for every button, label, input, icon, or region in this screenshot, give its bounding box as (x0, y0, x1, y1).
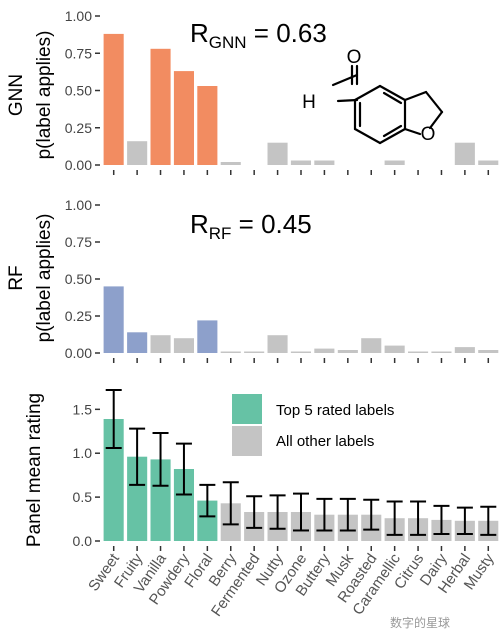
y-tick-label: 1.0 (73, 445, 93, 461)
bar-ozone (290, 160, 311, 165)
legend-label-other: All other labels (276, 433, 374, 450)
bar-dairy (431, 351, 452, 353)
y-tick-label: 0.25 (65, 120, 92, 136)
bar-herbal (454, 142, 475, 165)
bar-floral (197, 320, 218, 353)
svg-text:RRF = 0.45: RRF = 0.45 (190, 209, 312, 243)
bar-vanilla (150, 48, 171, 165)
bar-berry (220, 162, 241, 165)
x-tick-labels: SweetFruityVanillaPowderyFloralBerryFerm… (85, 550, 498, 620)
bar-powdery (173, 469, 194, 541)
y-tick-label: 0.75 (65, 45, 92, 61)
molecule-atom-h: H (302, 92, 316, 113)
y-tick-label: 0.25 (65, 308, 92, 324)
bar-vanilla (150, 459, 171, 541)
bar-fermented (244, 351, 265, 353)
bar-citrus (408, 351, 429, 353)
bar-caramellic (384, 160, 405, 165)
bar-nutty (267, 335, 288, 353)
bar-musty (478, 160, 499, 165)
bar-powdery (173, 71, 194, 165)
bar-sweet (103, 286, 124, 353)
bar-herbal (454, 347, 475, 353)
gnn-y-axis-label: p(label applies) (34, 31, 55, 160)
rf-r-annotation: RRF = 0.45 (190, 209, 312, 243)
legend-swatch-top5 (232, 394, 262, 424)
gnn-side-label: GNN (6, 74, 27, 116)
bar-fruity (127, 456, 148, 541)
y-tick-label: 1.00 (65, 197, 92, 213)
y-tick-label: 1.5 (73, 401, 93, 417)
bar-roasted (361, 338, 382, 353)
panel-rating-panel: Panel mean rating Top 5 rated labels All… (24, 389, 499, 551)
legend-label-top5: Top 5 rated labels (276, 402, 394, 419)
y-tick-label: 0.50 (65, 271, 92, 287)
rf-side-label: RF (6, 265, 27, 290)
bar-musk (337, 350, 358, 353)
bar-powdery (173, 338, 194, 353)
molecule-atom-o1: O (347, 47, 362, 68)
bar-fruity (127, 332, 148, 353)
y-tick-label: 0.75 (65, 234, 92, 250)
bar-musty (478, 350, 499, 353)
bar-floral (197, 86, 218, 165)
bar-floral (197, 500, 218, 541)
svg-text:RGNN = 0.63: RGNN = 0.63 (190, 18, 327, 52)
rf-panel: RF p(label applies) RRF = 0.45 0.00 0.25 0… (6, 197, 499, 363)
molecule-structure: O H O (302, 47, 444, 145)
bar-ozone (290, 351, 311, 353)
bar-fruity (127, 141, 148, 165)
gnn-r-annotation: RGNN = 0.63 (190, 18, 327, 52)
bar-buttery (314, 160, 335, 165)
bar-vanilla (150, 335, 171, 353)
y-tick-label: 1.00 (65, 8, 92, 24)
legend-swatch-other (232, 426, 262, 456)
y-tick-label: 0.50 (65, 83, 92, 99)
y-tick-label: 0.00 (65, 345, 92, 361)
molecule-atom-o2: O (421, 124, 436, 145)
y-tick-label: 0.0 (73, 533, 93, 549)
bar-buttery (314, 348, 335, 353)
panel-y-axis-label: Panel mean rating (24, 393, 45, 547)
watermark: 数字的星球 (390, 615, 450, 630)
y-tick-label: 0.5 (73, 489, 93, 505)
bar-nutty (267, 142, 288, 165)
bar-berry (220, 351, 241, 353)
y-tick-label: 0.00 (65, 157, 92, 173)
rf-y-axis-label: p(label applies) (34, 214, 55, 343)
bar-sweet (103, 419, 124, 541)
gnn-panel: GNN p(label applies) RGNN = 0.63 O H O (6, 8, 499, 175)
legend: Top 5 rated labels All other labels (232, 394, 394, 456)
bar-sweet (103, 33, 124, 166)
bar-caramellic (384, 345, 405, 353)
